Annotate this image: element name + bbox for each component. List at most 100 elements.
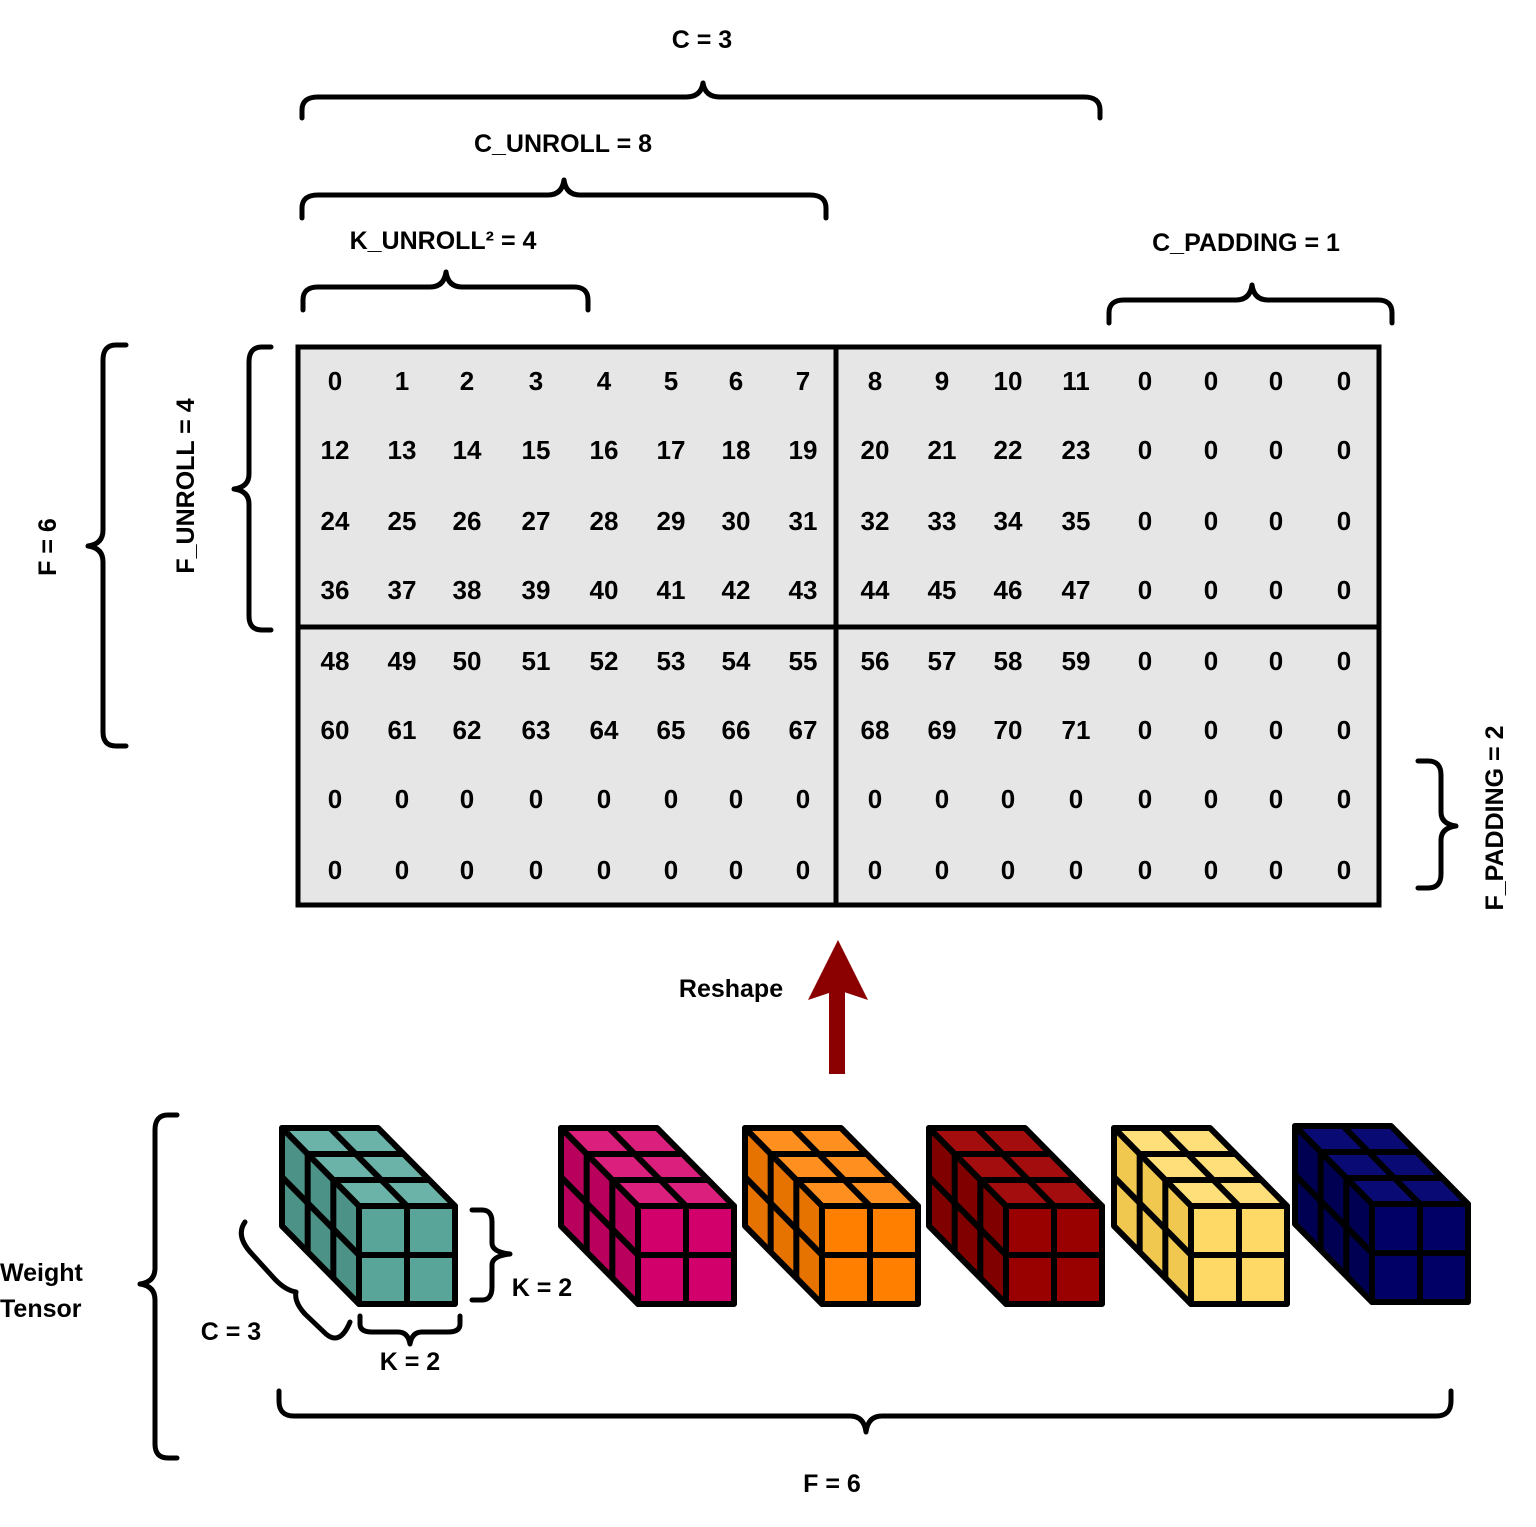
matrix-cell: 9 <box>935 366 949 396</box>
matrix-cell: 0 <box>1337 646 1351 676</box>
matrix-cell: 35 <box>1062 506 1091 536</box>
weight-tensor-label-line2: Tensor <box>0 1295 82 1323</box>
c-unroll-label: C_UNROLL = 8 <box>474 130 652 158</box>
matrix-cell: 7 <box>796 366 810 396</box>
matrix-cell: 31 <box>789 506 818 536</box>
k-side-label: K = 2 <box>512 1274 572 1302</box>
matrix-cell: 0 <box>460 855 474 885</box>
matrix-cell: 38 <box>453 575 482 605</box>
matrix-cell: 0 <box>796 784 810 814</box>
matrix-cell: 26 <box>453 506 482 536</box>
matrix-cell: 61 <box>388 715 417 745</box>
matrix-cell: 0 <box>1269 506 1283 536</box>
cube-orange <box>742 1125 921 1307</box>
matrix-cell: 0 <box>1204 366 1218 396</box>
f-padding-label: F_PADDING = 2 <box>1481 726 1509 911</box>
f-unroll-brace <box>231 344 274 633</box>
matrix-cell: 57 <box>928 646 957 676</box>
matrix-cell: 0 <box>1138 784 1152 814</box>
matrix-cell: 27 <box>522 506 551 536</box>
matrix-cell: 0 <box>796 855 810 885</box>
c-brace-top <box>299 80 1103 121</box>
matrix-cell: 0 <box>1204 506 1218 536</box>
matrix-cell: 21 <box>928 435 957 465</box>
matrix-cell: 17 <box>657 435 686 465</box>
matrix-cell: 0 <box>1138 715 1152 745</box>
k-bottom-brace <box>357 1313 463 1347</box>
matrix-cell: 0 <box>1269 784 1283 814</box>
matrix-cell: 41 <box>657 575 686 605</box>
matrix-cell: 42 <box>722 575 751 605</box>
weight-tensor-label-line1: Weight <box>0 1259 84 1287</box>
matrix-cell: 64 <box>590 715 619 745</box>
matrix-cell: 0 <box>1204 784 1218 814</box>
matrix-cell: 0 <box>1269 855 1283 885</box>
reshape-label: Reshape <box>679 975 783 1003</box>
matrix-cell: 0 <box>328 855 342 885</box>
matrix-cell: 0 <box>729 855 743 885</box>
matrix-cell: 0 <box>597 784 611 814</box>
matrix-cell: 0 <box>1269 435 1283 465</box>
matrix-cell: 58 <box>994 646 1023 676</box>
matrix-cell: 0 <box>729 784 743 814</box>
matrix-cell: 0 <box>868 855 882 885</box>
matrix-cell: 36 <box>321 575 350 605</box>
f-bottom-label: F = 6 <box>803 1470 861 1498</box>
matrix-cell: 49 <box>388 646 417 676</box>
matrix-cell: 2 <box>460 366 474 396</box>
matrix-cell: 52 <box>590 646 619 676</box>
matrix-cell: 0 <box>1138 435 1152 465</box>
matrix-cell: 70 <box>994 715 1023 745</box>
matrix-cell: 0 <box>1269 646 1283 676</box>
matrix-cell: 4 <box>597 366 612 396</box>
matrix-cell: 6 <box>729 366 743 396</box>
matrix-cell: 0 <box>1204 575 1218 605</box>
matrix-cell: 0 <box>529 784 543 814</box>
matrix-cell: 0 <box>597 855 611 885</box>
matrix-cell: 0 <box>1138 646 1152 676</box>
matrix-cell: 44 <box>861 575 890 605</box>
f-unroll-label: F_UNROLL = 4 <box>172 398 200 573</box>
matrix-cell: 0 <box>1069 855 1083 885</box>
c-depth-brace <box>238 1219 353 1341</box>
matrix-cell: 0 <box>935 784 949 814</box>
c-unroll-brace <box>299 177 829 221</box>
matrix-cell: 10 <box>994 366 1023 396</box>
matrix-cell: 0 <box>1269 366 1283 396</box>
reshape-arrow-icon <box>808 940 868 1074</box>
matrix-cell: 23 <box>1062 435 1091 465</box>
matrix-cell: 66 <box>722 715 751 745</box>
matrix-cell: 0 <box>1269 715 1283 745</box>
cube-navy <box>1292 1123 1471 1305</box>
matrix-cell: 0 <box>1337 506 1351 536</box>
matrix-cell: 0 <box>395 784 409 814</box>
matrix-cell: 48 <box>321 646 350 676</box>
matrix-cell: 0 <box>1337 715 1351 745</box>
matrix-cell: 0 <box>868 784 882 814</box>
matrix-cell: 0 <box>460 784 474 814</box>
reshaped-matrix: 0 1 2 3 4 5 6 7 8 9 10 11 0 0 0 012 13 14 15 16 17 18 19 20 21 22… <box>295 344 1382 908</box>
matrix-cell: 0 <box>1337 366 1351 396</box>
f-bottom-brace <box>276 1388 1454 1435</box>
matrix-cell: 0 <box>1337 784 1351 814</box>
matrix-cell: 0 <box>1204 646 1218 676</box>
matrix-cell: 68 <box>861 715 890 745</box>
matrix-cell: 45 <box>928 575 957 605</box>
f-padding-brace <box>1415 758 1459 891</box>
cube-magenta <box>558 1125 737 1307</box>
matrix-cell: 19 <box>789 435 818 465</box>
cube-yellow <box>1111 1125 1290 1307</box>
matrix-cell: 18 <box>722 435 751 465</box>
c-padding-label: C_PADDING = 1 <box>1152 229 1340 257</box>
matrix-cell: 69 <box>928 715 957 745</box>
matrix-cell: 20 <box>861 435 890 465</box>
matrix-cell: 39 <box>522 575 551 605</box>
matrix-cell: 11 <box>1062 366 1090 396</box>
matrix-cell: 0 <box>1204 435 1218 465</box>
matrix-cell: 0 <box>1204 855 1218 885</box>
matrix-cell: 0 <box>935 855 949 885</box>
k-side-brace <box>469 1207 513 1303</box>
k-bottom-label: K = 2 <box>380 1348 440 1376</box>
matrix-cell: 40 <box>590 575 619 605</box>
matrix-cell: 0 <box>1138 506 1152 536</box>
